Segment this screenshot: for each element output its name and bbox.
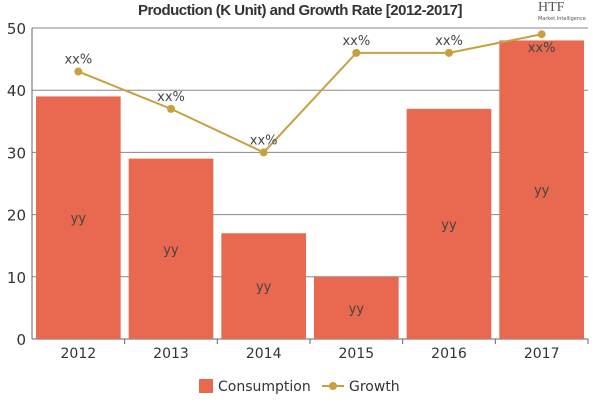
x-tick-label: 2017 <box>524 346 560 362</box>
growth-point-2017 <box>537 30 546 39</box>
bar-data-label: yy <box>256 280 272 295</box>
bar-data-label: yy <box>71 212 87 227</box>
bar-2013 <box>128 158 214 339</box>
x-tick-label: 2015 <box>339 346 375 362</box>
bar-2017 <box>499 40 584 339</box>
y-tick-label: 50 <box>7 20 26 38</box>
y-tick-label: 40 <box>7 82 26 100</box>
bar-2015 <box>314 276 399 339</box>
bar-data-label: yy <box>349 302 365 317</box>
growth-data-label: xx% <box>528 41 556 56</box>
x-tick-label: 2014 <box>246 346 282 362</box>
growth-data-label: xx% <box>435 34 463 49</box>
y-tick-label: 30 <box>7 144 26 162</box>
growth-data-label: xx% <box>250 133 278 148</box>
growth-data-label: xx% <box>342 34 370 49</box>
bar-2016 <box>406 108 492 339</box>
chart-title: Production (K Unit) and Growth Rate [201… <box>137 2 463 19</box>
growth-point-2015 <box>352 48 361 57</box>
bar-2012 <box>36 96 121 339</box>
bar-data-label: yy <box>441 218 457 233</box>
legend-consumption-label: Consumption <box>218 379 311 395</box>
y-tick-label: 10 <box>7 269 26 287</box>
bar-data-label: yy <box>534 184 550 199</box>
x-tick-label: 2012 <box>61 346 97 362</box>
x-tick-label: 2016 <box>431 346 467 362</box>
growth-point-2016 <box>445 48 453 57</box>
legend-growth-marker <box>329 382 337 390</box>
htf-logo: HTF Market Intelligence <box>538 0 590 24</box>
y-tick-label: 20 <box>7 207 26 225</box>
bar-2014 <box>221 233 306 339</box>
growth-data-label: xx% <box>157 90 185 105</box>
bar-data-label: yy <box>163 243 179 258</box>
legend-consumption-swatch <box>199 379 213 393</box>
growth-point-2014 <box>259 148 268 157</box>
x-tick-label: 2013 <box>153 346 189 362</box>
growth-point-2012 <box>74 67 83 76</box>
growth-data-label: xx% <box>64 53 92 68</box>
logo-subtext: Market Intelligence <box>538 16 586 22</box>
legend-growth-label: Growth <box>349 379 400 395</box>
growth-point-2013 <box>167 104 175 113</box>
y-tick-label: 0 <box>16 331 26 349</box>
logo-text: HTF <box>538 0 565 15</box>
growth-line <box>77 33 542 154</box>
